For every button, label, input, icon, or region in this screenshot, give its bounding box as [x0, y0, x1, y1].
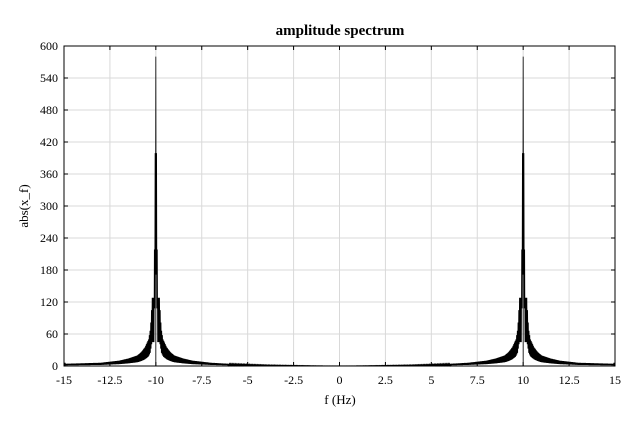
y-tick-label: 600 [40, 39, 58, 53]
y-tick-label: 180 [40, 263, 58, 277]
grid [63, 45, 616, 367]
x-tick-label: -12.5 [97, 373, 122, 387]
y-axis-tick-labels: 0 60 120 180 240 300 360 420 480 540 600 [40, 39, 58, 373]
x-tick-label: 5 [428, 373, 434, 387]
y-tick-label: 480 [40, 103, 58, 117]
y-tick-label: 120 [40, 295, 58, 309]
chart-title: amplitude spectrum [276, 23, 405, 39]
x-tick-label: 12.5 [559, 373, 580, 387]
x-tick-label: 10 [517, 373, 529, 387]
x-tick-label: -2.5 [284, 373, 303, 387]
x-tick-label: 15 [609, 373, 621, 387]
x-tick-label: 2.5 [378, 373, 393, 387]
y-axis-label: abs(x_f) [16, 184, 31, 227]
x-tick-label: 0 [337, 373, 343, 387]
y-tick-label: 540 [40, 71, 58, 85]
x-axis-label: f (Hz) [324, 392, 355, 407]
axis-ticks [63, 45, 616, 367]
x-axis-tick-labels: -15 -12.5 -10 -7.5 -5 -2.5 0 2.5 5 7.5 10 12.5 15 [56, 373, 621, 387]
y-tick-label: 240 [40, 231, 58, 245]
y-tick-label: 300 [40, 199, 58, 213]
x-tick-label: -5 [243, 373, 253, 387]
y-tick-label: 60 [46, 327, 58, 341]
x-tick-label: -7.5 [192, 373, 211, 387]
y-tick-label: 0 [52, 359, 58, 373]
x-tick-label: -15 [56, 373, 72, 387]
y-tick-label: 360 [40, 167, 58, 181]
x-tick-label: 7.5 [470, 373, 485, 387]
x-tick-label: -10 [148, 373, 164, 387]
y-tick-label: 420 [40, 135, 58, 149]
